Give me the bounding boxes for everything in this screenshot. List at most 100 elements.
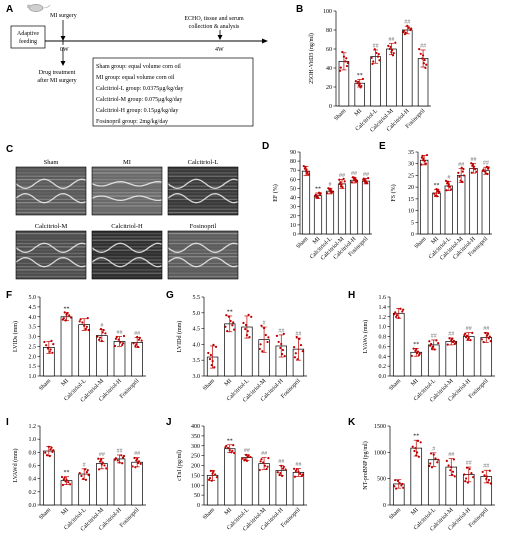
data-point — [487, 478, 491, 482]
significance-mark: # — [329, 182, 332, 188]
data-point — [116, 459, 119, 462]
group-box — [92, 57, 254, 127]
data-point — [372, 60, 375, 63]
significance-mark: ## — [404, 20, 410, 26]
data-point — [446, 343, 449, 346]
data-point — [242, 321, 245, 325]
y-tick-label: 0.2 — [379, 364, 387, 370]
data-point — [461, 170, 464, 173]
data-point — [307, 173, 310, 176]
data-point — [98, 338, 101, 341]
echo-image-3: Calcitriol-L — [167, 159, 239, 216]
data-point — [258, 468, 261, 472]
data-point — [44, 451, 47, 454]
y-tick-label: 20 — [408, 185, 414, 191]
bar — [480, 337, 493, 377]
data-point — [60, 475, 64, 479]
data-point — [430, 347, 434, 350]
y-tick-label: 50 — [290, 186, 296, 192]
x-tick-label: MI — [60, 378, 69, 387]
significance-mark: ** — [227, 438, 233, 444]
data-point — [452, 339, 456, 342]
chart-b: B 0 20 40 60 80 100 25OH-VitD3 (ng/ml) Sham ** MI #… — [296, 4, 431, 134]
data-point — [436, 461, 439, 464]
data-point — [85, 325, 88, 328]
bar — [410, 447, 423, 506]
data-point — [401, 482, 404, 486]
data-point — [122, 334, 126, 338]
y-tick-label: 1.2 — [379, 315, 387, 321]
data-point — [475, 170, 478, 173]
bar — [113, 458, 126, 506]
echo-title: Fosinopril — [190, 223, 217, 230]
endpoint-label-1: ECHO, tissue and serum — [184, 16, 244, 22]
data-point — [343, 180, 346, 183]
data-point — [295, 335, 298, 339]
data-point — [395, 314, 399, 317]
data-point — [68, 314, 71, 317]
mouse-icon — [27, 4, 51, 12]
significance-mark: ## — [278, 328, 284, 334]
data-point — [299, 343, 303, 347]
data-point — [282, 332, 285, 335]
y-axis-label: FS (%) — [390, 184, 397, 201]
data-point — [357, 80, 360, 83]
y-tick-label: 0 — [197, 503, 200, 509]
data-point — [420, 163, 423, 166]
y-tick-label: 3.0 — [29, 335, 37, 341]
data-point — [224, 325, 227, 328]
data-point — [103, 464, 106, 467]
data-point — [208, 357, 212, 361]
echo-title: MI — [123, 159, 131, 166]
data-point — [134, 344, 137, 348]
y-tick-label: 350 — [191, 434, 200, 440]
group-sham: Sham group: equal volume corn oil — [96, 64, 181, 70]
data-point — [121, 462, 124, 465]
y-tick-label: 60 — [290, 177, 296, 183]
data-point — [306, 170, 309, 174]
y-tick-label: 35 — [408, 150, 414, 156]
x-tick-label: MI — [430, 236, 439, 245]
data-point — [259, 460, 262, 463]
data-point — [50, 446, 53, 449]
significance-mark: # — [263, 321, 266, 327]
data-point — [250, 315, 253, 318]
y-tick-label: 0 — [411, 232, 414, 238]
data-point — [267, 456, 270, 460]
echo-title: Sham — [44, 159, 59, 166]
data-point — [247, 313, 250, 316]
panel-label: F — [6, 290, 12, 301]
y-tick-label: 0.0 — [29, 503, 37, 509]
data-point — [434, 194, 437, 197]
data-point — [488, 335, 491, 338]
y-tick-label: 0.8 — [29, 450, 37, 456]
y-tick-label: 0.0 — [379, 374, 387, 380]
data-point — [301, 350, 304, 353]
data-point — [137, 460, 141, 463]
data-point — [79, 318, 82, 321]
y-tick-label: 0.2 — [29, 490, 37, 496]
data-point — [402, 486, 405, 489]
y-tick-label: 40 — [326, 66, 332, 72]
bar — [313, 195, 323, 235]
significance-mark: ## — [483, 326, 489, 332]
data-point — [423, 58, 426, 62]
data-point — [133, 456, 136, 460]
bar — [325, 190, 335, 235]
data-point — [371, 62, 374, 66]
echo-panel: C Sham MI Calcitriol-L Calcitriol-M Calcitri… — [6, 144, 239, 280]
y-axis-label: EF (%) — [272, 184, 279, 202]
y-tick-label: 4.5 — [193, 327, 201, 333]
data-point — [138, 336, 141, 339]
data-point — [212, 343, 215, 346]
y-tick-label: 80 — [326, 28, 332, 34]
y-tick-label: 1500 — [374, 424, 386, 430]
significance-mark: ## — [117, 330, 123, 336]
significance-mark: ## — [483, 161, 489, 167]
data-point — [214, 345, 218, 349]
data-point — [338, 182, 341, 185]
panel-label: B — [296, 4, 303, 15]
significance-mark: ## — [339, 173, 345, 179]
significance-mark: # — [447, 175, 450, 181]
data-point — [454, 341, 457, 344]
